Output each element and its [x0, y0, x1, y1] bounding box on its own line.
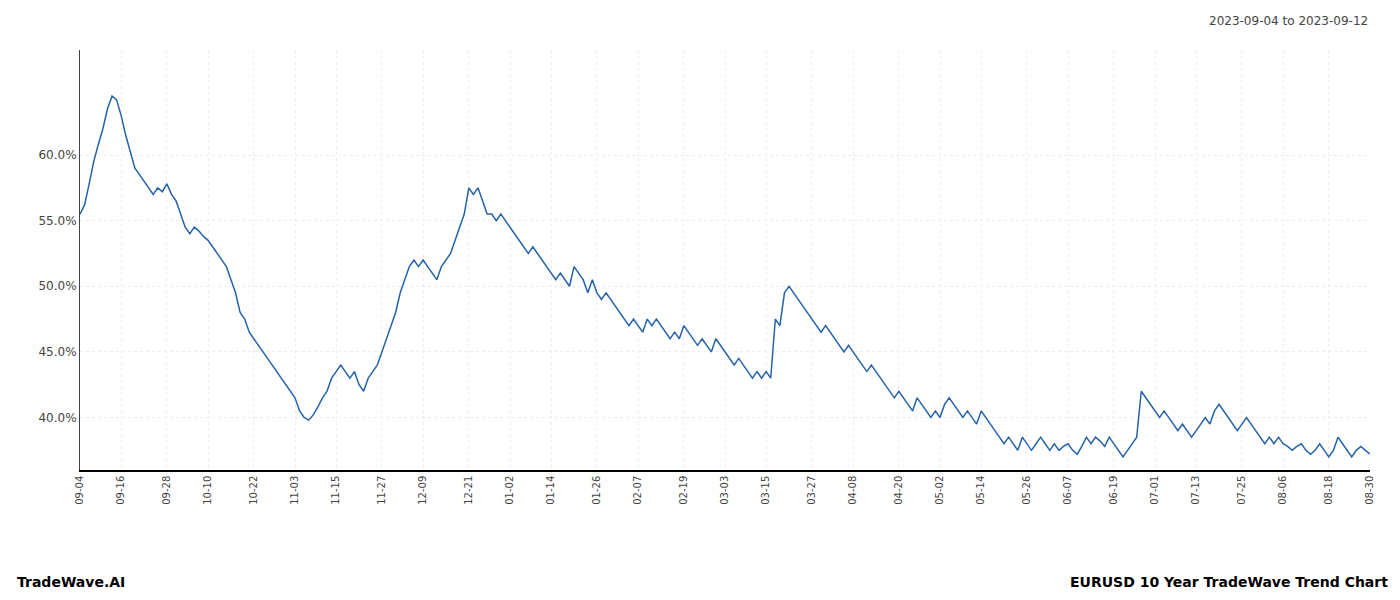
svg-text:03-15: 03-15	[760, 476, 771, 505]
svg-text:11-03: 11-03	[289, 476, 300, 505]
svg-text:08-06: 08-06	[1277, 476, 1288, 505]
svg-text:01-02: 01-02	[504, 476, 515, 505]
svg-text:10-10: 10-10	[202, 476, 213, 505]
svg-text:08-30: 08-30	[1364, 476, 1375, 505]
svg-text:12-21: 12-21	[463, 476, 474, 505]
svg-text:06-07: 06-07	[1062, 476, 1073, 505]
svg-text:03-03: 03-03	[719, 476, 730, 505]
svg-text:02-19: 02-19	[678, 476, 689, 505]
svg-text:04-20: 04-20	[893, 476, 904, 505]
svg-text:05-02: 05-02	[934, 476, 945, 505]
svg-text:12-09: 12-09	[417, 476, 428, 505]
svg-text:EURUSD 10 Year TradeWave Trend: EURUSD 10 Year TradeWave Trend Chart	[1070, 574, 1388, 590]
svg-text:02-07: 02-07	[632, 476, 643, 505]
svg-text:60.0%: 60.0%	[38, 148, 76, 162]
svg-text:40.0%: 40.0%	[38, 411, 76, 425]
svg-text:07-01: 07-01	[1149, 476, 1160, 505]
svg-text:09-28: 09-28	[161, 476, 172, 505]
svg-text:45.0%: 45.0%	[38, 345, 76, 359]
svg-text:11-27: 11-27	[376, 476, 387, 505]
svg-text:11-15: 11-15	[330, 476, 341, 505]
svg-text:10-22: 10-22	[248, 476, 259, 505]
svg-text:55.0%: 55.0%	[38, 214, 76, 228]
svg-text:07-25: 07-25	[1236, 476, 1247, 505]
svg-text:05-14: 05-14	[975, 476, 986, 505]
svg-text:TradeWave.AI: TradeWave.AI	[17, 574, 125, 590]
svg-text:05-26: 05-26	[1021, 476, 1032, 505]
svg-text:08-18: 08-18	[1323, 476, 1334, 505]
svg-text:01-14: 01-14	[545, 476, 556, 505]
svg-text:09-16: 09-16	[115, 476, 126, 505]
svg-text:06-19: 06-19	[1108, 476, 1119, 505]
svg-text:50.0%: 50.0%	[38, 279, 76, 293]
svg-text:09-04: 09-04	[74, 476, 85, 505]
svg-text:04-08: 04-08	[847, 476, 858, 505]
svg-text:2023-09-04 to 2023-09-12: 2023-09-04 to 2023-09-12	[1209, 14, 1368, 28]
svg-text:07-13: 07-13	[1190, 476, 1201, 505]
svg-text:03-27: 03-27	[806, 476, 817, 505]
svg-text:01-26: 01-26	[591, 476, 602, 505]
